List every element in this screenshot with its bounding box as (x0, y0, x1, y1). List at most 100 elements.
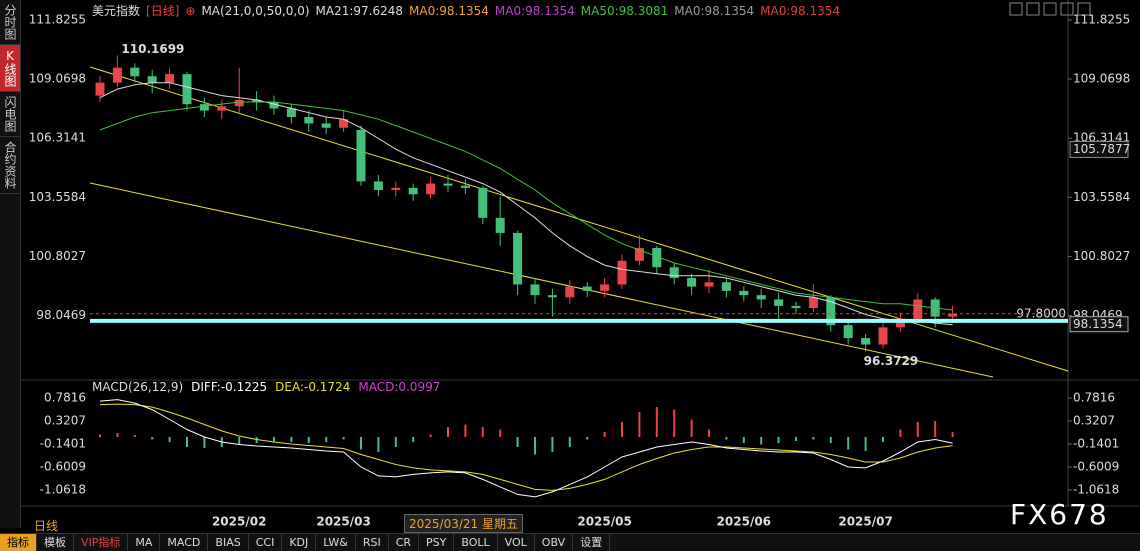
y-tick-label: -1.0618 (40, 482, 86, 496)
dea-line (99, 403, 953, 491)
icon[interactable] (1060, 2, 1074, 16)
candle-body (426, 183, 436, 195)
y-tick-label: 103.5584 (1073, 190, 1130, 204)
toolbar-item[interactable]: BIAS (208, 534, 249, 551)
candle-body (530, 284, 540, 296)
period-label: 日线 (34, 519, 59, 533)
toolbar-item[interactable]: OBV (535, 534, 574, 551)
toolbar-item[interactable]: 模板 (37, 534, 74, 551)
candle-body (617, 260, 627, 285)
candle-body (791, 305, 801, 309)
candle-body (356, 129, 366, 182)
toolbar-item[interactable]: 指标 (0, 534, 37, 551)
y-tick-label: 0.7816 (44, 391, 86, 405)
sidebar-tab[interactable]: K线图 (0, 45, 20, 92)
macd-legend: MACD(26,12,9) DIFF:-0.1225 DEA:-0.1724 MACD… (92, 380, 448, 394)
legend-item: MA0:98.1354 (760, 4, 841, 18)
toolbar-item[interactable]: BOLL (454, 534, 498, 551)
candle-body (687, 277, 697, 287)
cursor-tag (1069, 140, 1129, 158)
candle-body (478, 187, 488, 218)
toolbar-item[interactable]: 设置 (573, 534, 611, 551)
candle-body (582, 286, 592, 291)
toolbar-item[interactable]: MA (128, 534, 161, 551)
candle-body (234, 99, 244, 107)
y-tick-label: -0.1401 (1073, 436, 1119, 450)
level-label: 97.8000 (1016, 306, 1066, 320)
candle-body (652, 247, 662, 268)
sidebar-tab[interactable]: 合约资料 (0, 137, 20, 194)
candle-body (112, 67, 122, 83)
legend-item: MA50:98.3081 (580, 4, 669, 18)
diff-line (99, 399, 953, 498)
icon[interactable] (1009, 2, 1023, 16)
toolbar-item[interactable]: VOL (498, 534, 535, 551)
sidebar: 分时图 K线图 闪电图 合约资料 (0, 0, 21, 528)
icon[interactable] (1077, 2, 1091, 16)
toolbar-icons[interactable] (1009, 2, 1091, 16)
icon[interactable] (1043, 2, 1057, 16)
toolbar-item[interactable]: PSY (419, 534, 455, 551)
y-tick-label: 98.0469 (36, 308, 86, 322)
y-tick-label: -1.0618 (1073, 482, 1119, 496)
candle-body (252, 99, 262, 103)
candle-body (217, 106, 227, 111)
add-icon[interactable]: ⊕ (185, 4, 196, 18)
toolbar-item[interactable]: LW& (316, 534, 356, 551)
toolbar-item[interactable]: CCI (249, 534, 283, 551)
candle-body (199, 104, 209, 111)
price-tag-label: 98.1354 (1073, 317, 1123, 331)
legend-item: MA0:98.1354 (409, 4, 489, 18)
x-tick-label: 2025/07 (838, 515, 892, 529)
period[interactable]: [日线] (146, 4, 180, 18)
candle-body (739, 290, 749, 296)
legend-item: DEA:-0.1724 (275, 380, 351, 394)
y-tick-label: 109.0698 (29, 72, 86, 86)
candle-body (808, 297, 818, 309)
candle-body (391, 187, 401, 190)
icon[interactable] (1026, 2, 1040, 16)
cursor-tag-label: 105.7877 (1073, 142, 1130, 156)
toolbar-item[interactable]: MACD (160, 534, 209, 551)
sidebar-tab[interactable]: 分时图 (0, 0, 20, 45)
legend: MA(21,0,0,50,0,0) MA21:97.6248 MA0:98.1354… (201, 4, 846, 18)
candle-body (495, 217, 505, 233)
candle-body (408, 187, 418, 195)
toolbar-item[interactable]: CR (389, 534, 420, 551)
toolbar-item[interactable]: KDJ (282, 534, 317, 551)
candle-body (165, 74, 175, 83)
cursor-date: 2025/03/21 星期五 (404, 514, 523, 533)
x-tick-label: 2025/06 (717, 515, 771, 529)
ma-line (99, 82, 953, 326)
candle-body (269, 102, 279, 109)
candle-body (634, 247, 644, 261)
candle-body (600, 284, 610, 291)
legend-item: MA(21,0,0,50,0,0) (201, 4, 310, 18)
price-tag (1069, 316, 1129, 333)
y-tick-label: 106.3141 (29, 131, 86, 145)
y-tick-label: 109.0698 (1073, 72, 1130, 86)
toolbar-item[interactable]: VIP指标 (74, 534, 129, 551)
y-tick-label: -0.6009 (40, 459, 86, 473)
y-tick-label: -0.6009 (1073, 459, 1119, 473)
legend-item: MACD(26,12,9) (92, 380, 184, 394)
candle-body (774, 299, 784, 306)
y-tick-label: -0.1401 (40, 436, 86, 450)
sidebar-tab[interactable]: 闪电图 (0, 92, 20, 137)
legend-item: DIFF:-0.1225 (191, 380, 268, 394)
legend-item: MA0:98.1354 (674, 4, 755, 18)
y-tick-label: 0.3207 (1073, 414, 1115, 428)
y-tick-label: 100.8027 (1073, 249, 1130, 263)
trend-line (89, 182, 994, 378)
candle-body (721, 282, 731, 291)
toolbar-item[interactable]: RSI (356, 534, 389, 551)
candle-body (826, 297, 836, 326)
candle-body (669, 267, 679, 278)
candle-body (895, 318, 905, 328)
legend-item: MA21:97.6248 (315, 4, 404, 18)
x-tick-label: 2025/05 (577, 515, 631, 529)
y-tick-label: 103.5584 (29, 190, 86, 204)
x-tick-label: 2025/02 (212, 515, 266, 529)
